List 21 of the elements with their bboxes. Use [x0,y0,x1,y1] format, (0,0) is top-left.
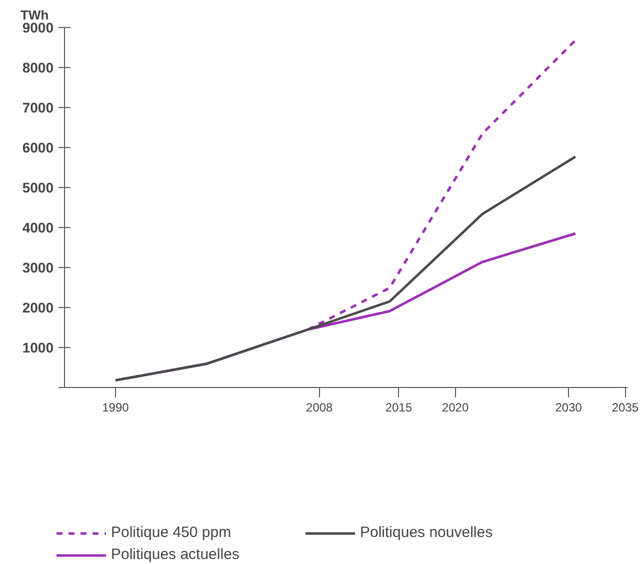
line-series [114,155,577,382]
y-tick-label: 8000 [22,60,54,76]
x-tick-label: 2008 [306,400,334,414]
y-tick-label: 7000 [22,100,54,116]
y-tick-label: 6000 [22,140,54,156]
y-tick-label: 1000 [22,340,54,356]
legend-label: Politiques actuelles [111,546,240,564]
y-tick-label: 3000 [22,260,54,276]
legend-label: Politique 450 ppm [111,524,232,542]
y-tick-label: 9000 [22,20,54,36]
x-tick-label: 2035 [612,400,639,414]
line-series [306,39,577,331]
x-tick-label: 2030 [555,400,582,414]
y-tick-label: 4000 [22,220,54,236]
y-tick-label: 5000 [22,180,54,196]
y-tick-label: 2000 [22,300,54,316]
x-tick-label: 2015 [385,400,412,414]
legend-label: Politiques nouvelles [360,524,494,542]
y-axis-title: TWh [20,8,49,22]
x-tick-label: 2020 [442,400,469,414]
x-tick-label: 1990 [102,400,130,414]
